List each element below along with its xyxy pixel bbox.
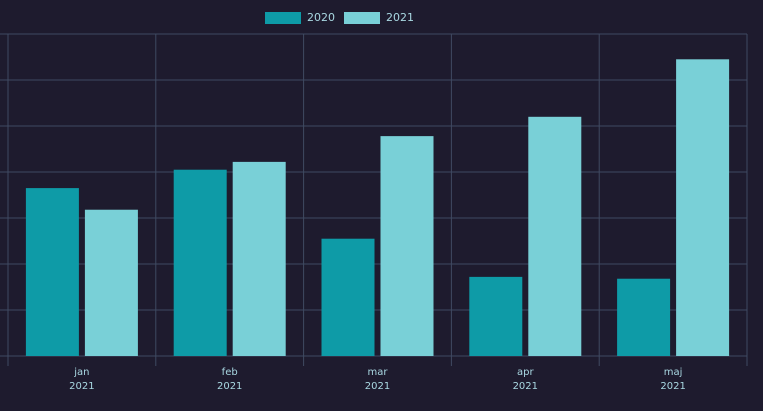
x-tick-label-year-3: 2021: [513, 381, 538, 392]
legend-label-2020: 2020: [307, 11, 335, 24]
bar-2020-mar[interactable]: [321, 238, 375, 356]
bar-2021-apr[interactable]: [528, 116, 582, 356]
bar-2021-feb[interactable]: [232, 161, 286, 356]
legend-label-2021: 2021: [386, 11, 414, 24]
bar-2021-mar[interactable]: [380, 136, 434, 356]
x-tick-label-month-3: apr: [517, 367, 534, 378]
x-tick-label-month-0: jan: [73, 367, 89, 378]
x-tick-label-year-2: 2021: [365, 381, 390, 392]
x-tick-label-month-2: mar: [368, 367, 389, 378]
bar-2020-apr[interactable]: [469, 276, 523, 356]
legend: 2020 2021: [265, 11, 414, 24]
x-tick-label-month-4: maj: [664, 367, 683, 378]
bar-2020-feb[interactable]: [173, 169, 227, 356]
legend-item-2021[interactable]: 2021: [344, 11, 414, 24]
x-tick-label-month-1: feb: [222, 367, 238, 378]
bar-2021-maj[interactable]: [676, 59, 730, 357]
x-tick-label-year-0: 2021: [69, 381, 94, 392]
x-tick-label-year-4: 2021: [660, 381, 685, 392]
x-tick-label-year-1: 2021: [217, 381, 242, 392]
legend-swatch-2020: [265, 11, 301, 24]
legend-item-2020[interactable]: 2020: [265, 11, 335, 24]
bar-2020-jan[interactable]: [25, 188, 79, 356]
bar-2020-maj[interactable]: [617, 278, 671, 356]
legend-swatch-2021: [344, 11, 380, 24]
bar-2021-jan[interactable]: [84, 209, 138, 356]
